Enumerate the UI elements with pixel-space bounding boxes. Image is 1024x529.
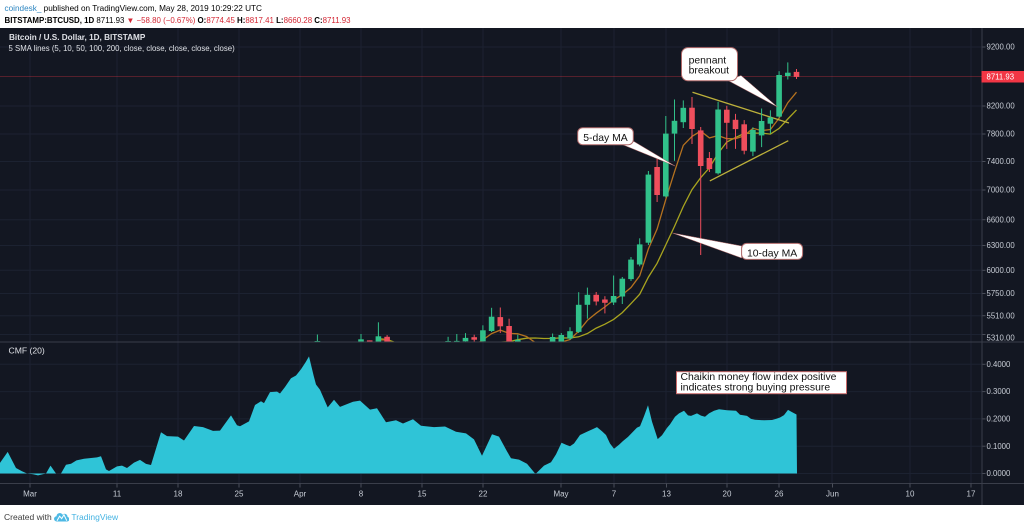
svg-text:17: 17 — [967, 490, 976, 499]
svg-text:15: 15 — [418, 490, 427, 499]
svg-text:8: 8 — [359, 490, 364, 499]
svg-text:6300.00: 6300.00 — [987, 241, 1016, 250]
svg-text:8200.00: 8200.00 — [987, 102, 1016, 111]
svg-text:25: 25 — [235, 490, 244, 499]
svg-text:18: 18 — [174, 490, 183, 499]
svg-text:May: May — [553, 490, 568, 499]
svg-text:Apr: Apr — [294, 490, 307, 499]
svg-text:Bitcoin / U.S. Dollar, 1D, BIT: Bitcoin / U.S. Dollar, 1D, BITSTAMP — [9, 33, 146, 42]
svg-text:10: 10 — [906, 490, 915, 499]
svg-text:13: 13 — [662, 490, 671, 499]
svg-text:9200.00: 9200.00 — [987, 43, 1016, 52]
svg-text:11: 11 — [113, 490, 122, 499]
svg-text:6000.00: 6000.00 — [987, 266, 1016, 275]
svg-text:8711.93: 8711.93 — [987, 73, 1015, 82]
svg-text:5510.00: 5510.00 — [987, 311, 1016, 320]
svg-text:Mar: Mar — [23, 490, 37, 499]
svg-text:7400.00: 7400.00 — [987, 157, 1016, 166]
svg-text:0.4000: 0.4000 — [987, 360, 1012, 369]
svg-text:7800.00: 7800.00 — [987, 130, 1016, 139]
svg-text:0.0000: 0.0000 — [987, 469, 1012, 478]
svg-text:5-day MA: 5-day MA — [583, 133, 628, 144]
svg-text:22: 22 — [479, 490, 488, 499]
svg-text:Jun: Jun — [826, 490, 839, 499]
svg-text:5 SMA lines (5, 10, 50, 100, 2: 5 SMA lines (5, 10, 50, 100, 200, close,… — [9, 44, 236, 53]
svg-text:6600.00: 6600.00 — [987, 215, 1016, 224]
svg-text:Chaikin money flow index posit: Chaikin money flow index positive — [681, 372, 837, 383]
svg-text:CMF (20): CMF (20) — [9, 346, 45, 356]
svg-text:indicates strong buying pressu: indicates strong buying pressure — [681, 383, 831, 394]
svg-text:breakout: breakout — [689, 66, 730, 77]
svg-text:0.3000: 0.3000 — [987, 387, 1012, 396]
svg-text:26: 26 — [775, 490, 784, 499]
svg-text:5750.00: 5750.00 — [987, 289, 1016, 298]
svg-text:7000.00: 7000.00 — [987, 186, 1016, 195]
svg-text:pennant: pennant — [689, 55, 727, 66]
svg-text:5310.00: 5310.00 — [987, 334, 1016, 343]
svg-text:10-day MA: 10-day MA — [747, 248, 797, 259]
svg-text:0.2000: 0.2000 — [987, 415, 1012, 424]
svg-text:20: 20 — [723, 490, 732, 499]
svg-text:7: 7 — [612, 490, 617, 499]
svg-text:0.1000: 0.1000 — [987, 442, 1012, 451]
